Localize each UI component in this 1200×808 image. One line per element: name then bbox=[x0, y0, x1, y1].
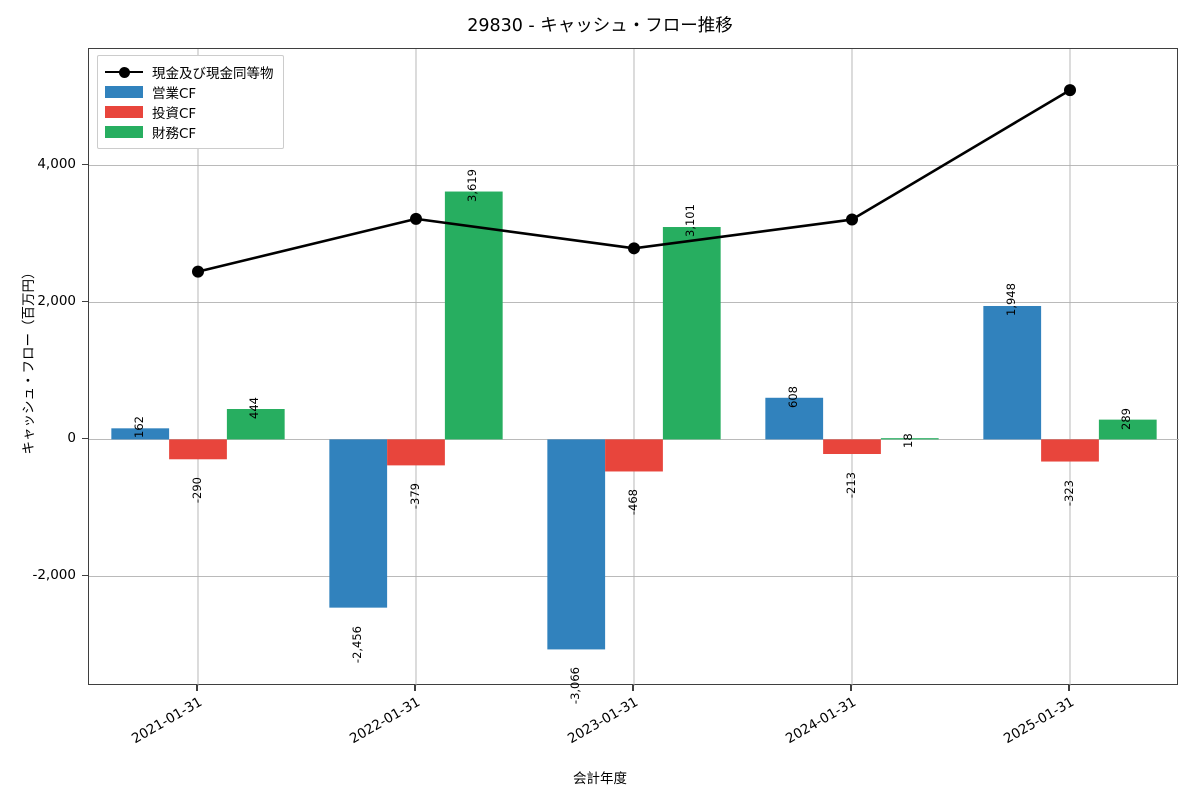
bar-value-label: -468 bbox=[625, 489, 640, 516]
x-tick-label: 2021-01-31 bbox=[129, 694, 205, 748]
legend-line-marker-icon bbox=[105, 64, 143, 80]
bar-investing-cf[interactable] bbox=[823, 439, 881, 455]
cash-line-marker[interactable] bbox=[846, 213, 858, 226]
bar-value-label: -323 bbox=[1061, 479, 1076, 506]
x-axis-title: 会計年度 bbox=[573, 771, 627, 787]
cash-line-marker[interactable] bbox=[410, 212, 422, 225]
bar-value-label: 162 bbox=[131, 416, 146, 439]
bar-value-label: 1,948 bbox=[1003, 283, 1018, 316]
plot-area: 162 -2,456 -3,066 608 1,948 -290 -379 -468 -213-… bbox=[88, 48, 1179, 705]
x-tick-label: 2025-01-31 bbox=[1001, 694, 1077, 748]
bar-investing-cf[interactable] bbox=[1041, 439, 1099, 462]
bar-value-label: -213 bbox=[843, 472, 858, 499]
legend-color-swatch-icon bbox=[105, 84, 143, 100]
bar-value-label: 3,101 bbox=[683, 204, 698, 238]
y-tick-mark bbox=[82, 163, 88, 166]
bar-operating-cf[interactable] bbox=[547, 439, 606, 650]
legend-item-label: 現金及び現金同等物 bbox=[152, 66, 274, 82]
legend-item-label: 投資CF bbox=[152, 106, 197, 122]
bar-value-label: 608 bbox=[785, 385, 800, 408]
y-tick-label: 4,000 bbox=[37, 156, 76, 173]
bar-value-label: 444 bbox=[247, 397, 262, 419]
bar-operating-cf[interactable] bbox=[329, 439, 388, 608]
cash-line-marker[interactable] bbox=[1064, 84, 1076, 97]
bar-financing-cf[interactable] bbox=[662, 227, 721, 440]
bar-financing-cf[interactable] bbox=[1098, 419, 1157, 440]
legend-item[interactable]: 投資CF bbox=[105, 102, 274, 122]
bar-value-label: -2,456 bbox=[349, 625, 364, 663]
x-tick-mark bbox=[1068, 685, 1070, 691]
y-axis-title: キャッシュ・フロー（百万円） bbox=[21, 265, 37, 455]
page-title: 29830 - キャッシュ・フロー推移 bbox=[467, 16, 733, 36]
bar-financing-cf[interactable] bbox=[444, 191, 503, 440]
y-axis-tick-labels: -2,000 0 2,000 4,000 bbox=[0, 48, 88, 685]
legend-color-swatch-icon bbox=[105, 124, 143, 140]
bar-value-label: -290 bbox=[189, 477, 204, 504]
y-tick-label: 0 bbox=[67, 430, 76, 447]
y-tick-mark bbox=[82, 574, 88, 577]
legend-item-label: 営業CF bbox=[152, 86, 197, 102]
bar-value-label: -379 bbox=[407, 483, 422, 510]
y-tick-mark bbox=[82, 300, 88, 303]
bar-operating-cf[interactable] bbox=[111, 428, 170, 440]
bar-value-label: 289 bbox=[1119, 407, 1134, 430]
bar-value-label: 3,619 bbox=[465, 168, 480, 202]
y-tick-label: 2,000 bbox=[37, 293, 76, 310]
cash-line-marker[interactable] bbox=[192, 265, 204, 278]
x-tick-mark bbox=[632, 685, 634, 691]
bar-investing-cf[interactable] bbox=[169, 439, 227, 460]
plot-canvas bbox=[89, 49, 1179, 686]
x-tick-label: 2023-01-31 bbox=[565, 694, 641, 748]
bar-investing-cf[interactable] bbox=[387, 439, 445, 466]
bar-financing-cf[interactable] bbox=[880, 438, 939, 440]
bar-value-label: 18 bbox=[901, 433, 916, 449]
chart-legend: 現金及び現金同等物 営業CF 投資CF 財務CF bbox=[97, 55, 284, 149]
x-tick-label: 2022-01-31 bbox=[347, 694, 423, 748]
x-tick-mark bbox=[196, 685, 198, 691]
legend-item[interactable]: 現金及び現金同等物 bbox=[105, 62, 274, 82]
x-tick-mark bbox=[850, 685, 852, 691]
x-axis-tick-labels: 2021-01-31 2022-01-31 2023-01-31 2024-01-31… bbox=[0, 685, 1200, 765]
bar-operating-cf[interactable] bbox=[983, 305, 1042, 440]
y-tick-label: -2,000 bbox=[32, 567, 76, 584]
y-tick-mark bbox=[82, 437, 88, 440]
legend-color-swatch-icon bbox=[105, 104, 143, 120]
legend-item[interactable]: 営業CF bbox=[105, 82, 274, 102]
legend-item[interactable]: 財務CF bbox=[105, 122, 274, 142]
bar-investing-cf[interactable] bbox=[605, 439, 663, 472]
x-tick-mark bbox=[414, 685, 416, 691]
bar-operating-cf[interactable] bbox=[765, 397, 824, 440]
cash-line-marker[interactable] bbox=[628, 242, 640, 255]
bar-financing-cf[interactable] bbox=[226, 409, 285, 440]
x-tick-label: 2024-01-31 bbox=[783, 694, 859, 748]
legend-item-label: 財務CF bbox=[152, 126, 197, 142]
